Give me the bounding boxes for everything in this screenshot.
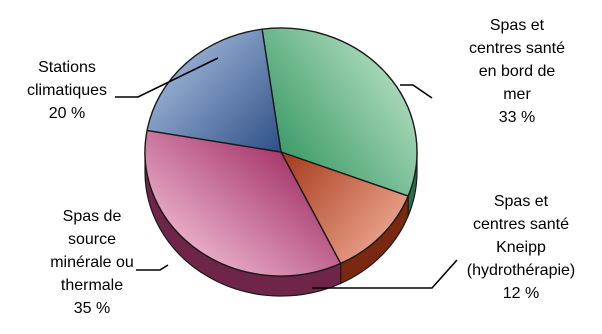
pie-slices	[144, 27, 418, 277]
slice-label-line: (hydrothérapie)	[467, 262, 576, 279]
slice-label-line: Spas de	[63, 208, 122, 225]
slice-label-line: Spas et	[494, 193, 549, 210]
slice-label-line: minérale ou	[50, 254, 134, 271]
slice-value-label: 12 %	[503, 285, 539, 302]
slice-value-label: 20 %	[49, 105, 85, 122]
slice-labels: Spas et centres santé en bord de mer 33 %Spa…	[27, 17, 575, 317]
slice-label-line: thermale	[61, 277, 123, 294]
pie-slice-stations-climatiques	[146, 28, 282, 153]
slice-value-label: 33 %	[499, 109, 535, 126]
slice-label-stations-climatiques: Stations climatiques 20 %	[27, 59, 107, 122]
slice-label-spas-et-centres-sante-en-bord-de-mer: Spas et centres santé en bord de mer 33 %	[469, 17, 565, 126]
leader-line-spas-de-source-minerale-ou-thermale	[136, 264, 169, 271]
slice-label-spas-de-source-minerale-ou-thermale: Spas de source minérale ou thermale 35 %	[50, 208, 134, 317]
leader-line-spas-et-centres-sante-kneipp-hydrotherapie	[312, 259, 458, 289]
slice-label-line: mer	[503, 86, 531, 103]
slice-label-line: Spas et	[490, 17, 545, 34]
slice-label-line: centres santé	[473, 216, 569, 233]
leader-line-stations-climatiques	[115, 57, 219, 98]
slice-value-label: 35 %	[74, 300, 110, 317]
pie-slice-spas-et-centres-sante-en-bord-de-mer	[261, 27, 418, 197]
slice-label-spas-et-centres-sante-kneipp-hydrotherapie: Spas et centres santé Kneipp (hydrothérapie…	[467, 193, 576, 302]
slice-label-line: centres santé	[469, 40, 565, 57]
pie-slice-spas-et-centres-sante-kneipp-hydrotherapie	[280, 151, 409, 265]
pie-slice-spas-de-source-minerale-ou-thermale	[144, 129, 342, 277]
leader-line-spas-et-centres-sante-en-bord-de-mer	[400, 84, 433, 99]
leader-lines	[115, 57, 458, 289]
slice-label-line: en bord de	[479, 63, 556, 80]
slice-label-line: climatiques	[27, 82, 107, 99]
slice-label-line: Stations	[38, 59, 96, 76]
slice-label-line: source	[68, 231, 116, 248]
slice-label-line: Kneipp	[496, 239, 546, 256]
